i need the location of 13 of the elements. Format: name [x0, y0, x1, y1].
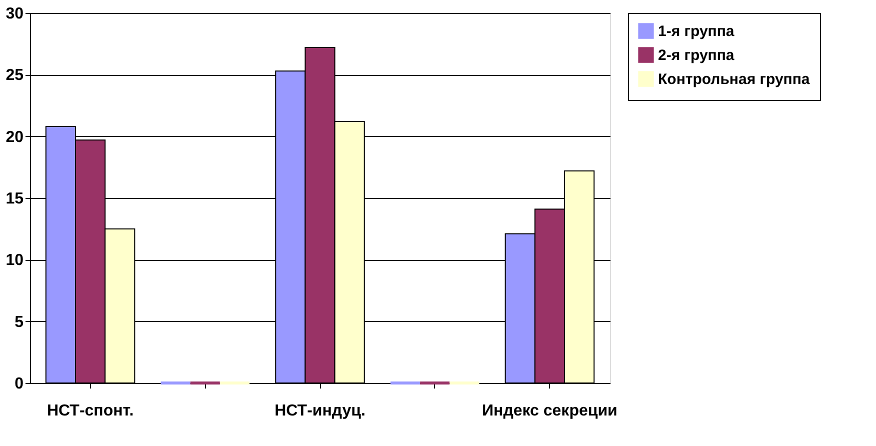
x-tick-label: Индекс секреции [482, 402, 618, 420]
y-tick-label: 25 [6, 67, 24, 84]
legend-label: 2-я группа [658, 47, 735, 64]
y-tick-label: 15 [6, 190, 24, 208]
y-tick-label: 30 [6, 6, 24, 22]
y-tick-label: 5 [14, 314, 24, 331]
y-tick-label: 10 [6, 252, 24, 270]
x-tick-label: НСТ-спонт. [46, 402, 134, 420]
x-tick-label: НСТ-индуц. [274, 402, 366, 420]
legend-label: 1-я группа [658, 23, 735, 40]
y-tick-label: 20 [6, 128, 24, 146]
y-tick-label: 0 [14, 376, 24, 392]
legend-label: Контрольная группа [658, 71, 810, 88]
